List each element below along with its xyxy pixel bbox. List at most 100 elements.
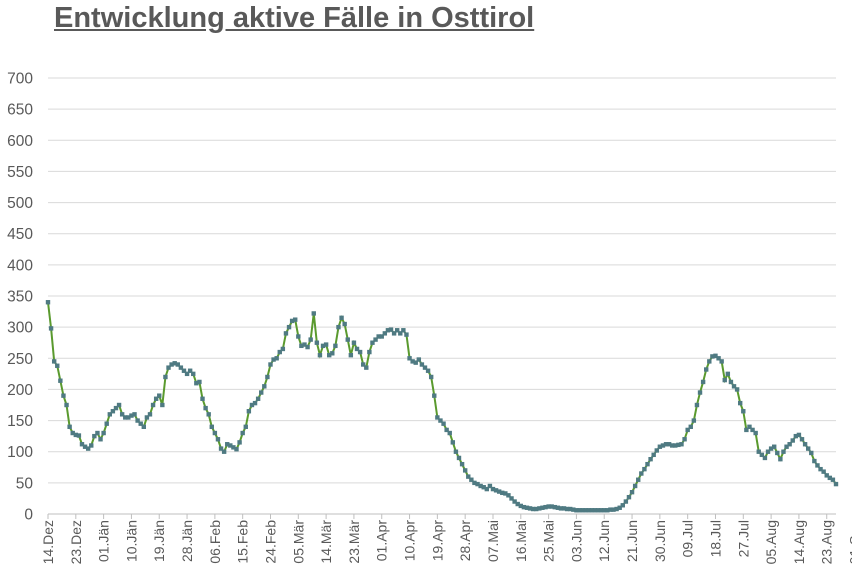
data-point [611, 507, 616, 512]
x-tick-label: 14.Aug [791, 520, 807, 564]
data-point [262, 384, 267, 389]
data-point [765, 449, 771, 454]
data-point [614, 506, 619, 512]
data-point [534, 506, 539, 512]
data-point [546, 504, 551, 509]
data-point [95, 430, 100, 436]
y-tick-label: 150 [7, 413, 33, 430]
data-point [602, 508, 607, 513]
data-point [639, 471, 644, 476]
data-point [750, 427, 755, 433]
data-point [685, 427, 690, 433]
data-point [89, 443, 94, 448]
data-point [512, 499, 517, 504]
data-point [484, 486, 490, 492]
data-point [51, 359, 57, 364]
data-point [710, 354, 715, 359]
data-point [441, 421, 446, 426]
data-point [422, 365, 428, 370]
data-point [435, 415, 440, 420]
data-point [305, 344, 310, 350]
data-point [623, 499, 629, 504]
data-point [58, 378, 63, 383]
data-point [478, 483, 483, 489]
data-point [299, 343, 304, 349]
data-point [228, 443, 233, 448]
data-point [605, 508, 610, 513]
data-point [339, 315, 344, 320]
data-point [92, 433, 97, 439]
data-point [70, 430, 75, 436]
data-point [496, 489, 502, 494]
series-active-cases [45, 300, 839, 513]
data-point [231, 445, 236, 450]
data-point [160, 402, 165, 408]
data-point [636, 477, 641, 482]
x-tick-label: 23.Mär [346, 520, 362, 564]
data-point [101, 430, 106, 436]
data-point [595, 508, 601, 513]
data-point [144, 415, 150, 420]
data-point [688, 424, 693, 429]
data-point [67, 424, 72, 429]
chart-title: Entwicklung aktive Fälle in Osttirol [54, 2, 535, 34]
data-point [571, 507, 576, 512]
data-point [568, 506, 573, 512]
x-tick-label: 07.Mai [485, 520, 501, 562]
data-point [308, 337, 313, 342]
data-point [738, 400, 743, 406]
data-point [367, 349, 372, 355]
data-point [447, 430, 452, 436]
data-point [731, 384, 737, 389]
x-tick-label: 05.Mär [290, 520, 306, 564]
data-point [527, 506, 533, 511]
data-point [694, 402, 700, 408]
x-tick-label: 10.Jän [123, 520, 139, 562]
data-point [524, 505, 530, 510]
data-point [126, 415, 131, 420]
data-point [203, 405, 208, 411]
data-point [163, 374, 168, 380]
data-point [175, 362, 180, 367]
y-tick-label: 400 [7, 257, 33, 274]
data-point [394, 328, 400, 333]
data-point [608, 507, 613, 512]
x-axis-tick-labels: 14.Dez 23.Dez 01.Jän 10.Jän 19.Jän 28.Jän 06.F… [40, 520, 852, 565]
data-point [778, 456, 783, 462]
data-point [76, 433, 82, 438]
data-point [629, 490, 635, 495]
data-point [490, 486, 496, 492]
data-point [503, 491, 508, 496]
data-point [716, 356, 721, 361]
data-point [107, 412, 112, 417]
data-point [805, 446, 811, 451]
data-point [466, 474, 471, 479]
data-point [388, 327, 394, 332]
x-tick-label: 09.Jul [680, 520, 696, 557]
data-point [73, 432, 79, 438]
data-point [509, 496, 514, 501]
data-point [580, 508, 585, 513]
data-point [376, 334, 381, 339]
data-point [197, 379, 202, 385]
data-point [274, 356, 279, 361]
data-point [796, 432, 802, 438]
data-point [530, 506, 536, 512]
data-point [357, 349, 363, 355]
data-point [617, 505, 622, 510]
data-point [336, 324, 341, 330]
data-point [775, 450, 780, 456]
data-point [772, 444, 777, 449]
x-tick-label: 19.Apr [429, 520, 445, 562]
data-point [827, 475, 833, 481]
data-point [728, 379, 734, 385]
data-point [212, 430, 218, 436]
data-point [469, 477, 474, 482]
data-point [642, 466, 647, 472]
data-point [280, 346, 286, 352]
data-point [812, 458, 817, 464]
x-tick-label: 23.Aug [819, 520, 835, 564]
x-tick-label: 19.Jän [151, 520, 167, 562]
data-point [425, 368, 431, 373]
data-point [172, 361, 177, 366]
